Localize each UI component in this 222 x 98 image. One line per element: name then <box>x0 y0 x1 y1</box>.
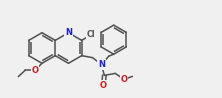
Text: N: N <box>65 28 72 37</box>
Text: O: O <box>100 81 107 90</box>
Text: O: O <box>32 66 39 75</box>
Text: Cl: Cl <box>86 30 95 39</box>
Text: O: O <box>121 75 128 84</box>
Text: N: N <box>98 60 105 69</box>
